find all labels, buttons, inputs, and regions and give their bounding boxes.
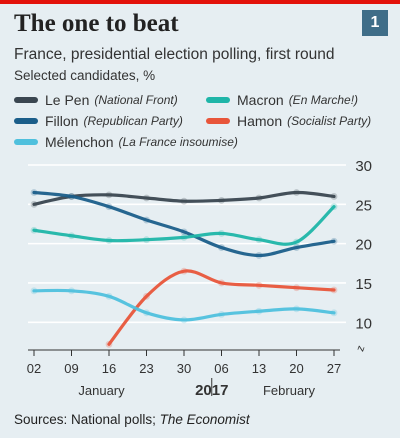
poll-point-m-lenchon — [105, 292, 113, 300]
series-line-macron — [32, 205, 336, 246]
y-tick-label: 25 — [355, 197, 372, 214]
source-publication: The Economist — [159, 412, 250, 427]
poll-point-fillon — [30, 189, 38, 196]
legend-item-melenchon: Mélenchon (La France insoumise) — [14, 134, 238, 150]
poll-point-hamon — [105, 340, 113, 348]
poll-point-le-pen — [180, 197, 188, 205]
legend-name: Fillon — [45, 113, 79, 129]
legend-item-fillon: Fillon (Republican Party) — [14, 113, 183, 129]
chart-number-badge: 1 — [362, 10, 388, 36]
poll-point-hamon — [180, 267, 188, 275]
legend-swatch — [14, 118, 38, 124]
poll-point-fillon — [218, 244, 225, 251]
poll-point-macron — [218, 230, 225, 237]
poll-point-m-lenchon — [180, 316, 188, 324]
chart-title: The one to beat — [14, 10, 179, 37]
x-tick-label: 02 — [27, 361, 41, 376]
poll-point-macron — [330, 203, 338, 211]
poll-point-le-pen — [255, 194, 263, 202]
axis-break-mark: z — [354, 344, 367, 353]
poll-point-hamon — [330, 286, 338, 294]
y-tick-label: 20 — [355, 237, 372, 254]
x-tick-label: 16 — [102, 361, 116, 376]
legend-item-hamon: Hamon (Socialist Party) — [206, 113, 371, 129]
poll-point-macron — [143, 236, 150, 244]
series-line-fillon — [32, 190, 336, 258]
poll-point-hamon — [143, 292, 150, 300]
legend-name: Mélenchon — [45, 134, 114, 150]
x-tick-label: 23 — [139, 361, 153, 376]
series-line-m-lenchon — [32, 288, 336, 322]
poll-point-m-lenchon — [68, 287, 75, 295]
poll-point-hamon — [293, 284, 300, 292]
poll-point-fillon — [68, 193, 75, 200]
poll-point-m-lenchon — [218, 311, 225, 318]
legend-swatch — [206, 118, 230, 124]
chart-unit-label: Selected candidates, % — [14, 68, 156, 83]
legend-name: Macron — [237, 92, 284, 108]
poll-point-fillon — [105, 203, 113, 211]
x-tick-label: 13 — [252, 361, 266, 376]
legend-party: (National Front) — [94, 93, 178, 107]
top-accent-bar — [0, 0, 400, 4]
poll-point-le-pen — [30, 200, 38, 208]
legend: Le Pen (National Front) Macron (En March… — [14, 92, 394, 156]
poll-point-fillon — [143, 216, 150, 224]
poll-point-macron — [105, 237, 113, 244]
poll-point-macron — [180, 233, 188, 241]
poll-point-m-lenchon — [30, 287, 38, 295]
month-label: February — [263, 383, 316, 398]
legend-party: (La France insoumise) — [118, 135, 238, 149]
poll-point-fillon — [180, 228, 188, 236]
x-tick-label: 09 — [64, 361, 78, 376]
legend-party: (Socialist Party) — [287, 114, 372, 128]
y-tick-label: 10 — [355, 315, 372, 332]
x-tick-label: 27 — [327, 361, 341, 376]
poll-point-macron — [255, 236, 263, 244]
poll-point-m-lenchon — [143, 309, 150, 317]
poll-point-macron — [30, 226, 38, 234]
legend-item-le-pen: Le Pen (National Front) — [14, 92, 178, 108]
poll-point-fillon — [293, 244, 300, 251]
poll-point-m-lenchon — [330, 309, 338, 317]
poll-point-hamon — [218, 279, 225, 287]
legend-swatch — [14, 139, 38, 145]
legend-name: Hamon — [237, 113, 283, 129]
poll-point-le-pen — [293, 189, 300, 196]
month-label: 2017 — [195, 382, 228, 399]
poll-point-le-pen — [105, 191, 113, 199]
poll-point-fillon — [255, 252, 263, 259]
poll-point-macron — [293, 238, 300, 246]
legend-swatch — [14, 97, 38, 103]
legend-party: (En Marche!) — [288, 93, 359, 107]
poll-point-le-pen — [143, 194, 150, 202]
legend-item-macron: Macron (En Marche!) — [206, 92, 358, 108]
poll-point-fillon — [330, 237, 338, 245]
y-tick-label: 15 — [355, 276, 372, 293]
legend-name: Le Pen — [45, 92, 90, 108]
legend-party: (Republican Party) — [83, 114, 183, 128]
source-note: Sources: National polls; The Economist — [14, 412, 250, 427]
x-tick-label: 06 — [214, 361, 228, 376]
x-tick-label: 30 — [177, 361, 191, 376]
series-line-le-pen — [32, 190, 336, 206]
chart-subtitle: France, presidential election polling, f… — [14, 46, 335, 63]
poll-point-m-lenchon — [293, 305, 300, 313]
legend-swatch — [206, 97, 230, 103]
source-text: Sources: National polls; — [14, 412, 160, 427]
x-tick-label: 20 — [289, 361, 303, 376]
poll-point-le-pen — [218, 196, 225, 204]
series-line-hamon — [107, 269, 336, 346]
poll-point-macron — [68, 232, 75, 240]
y-tick-label: 30 — [355, 158, 372, 175]
poll-point-hamon — [255, 281, 263, 289]
poll-point-m-lenchon — [255, 307, 263, 315]
month-label: January — [78, 383, 125, 398]
poll-point-le-pen — [330, 193, 338, 200]
